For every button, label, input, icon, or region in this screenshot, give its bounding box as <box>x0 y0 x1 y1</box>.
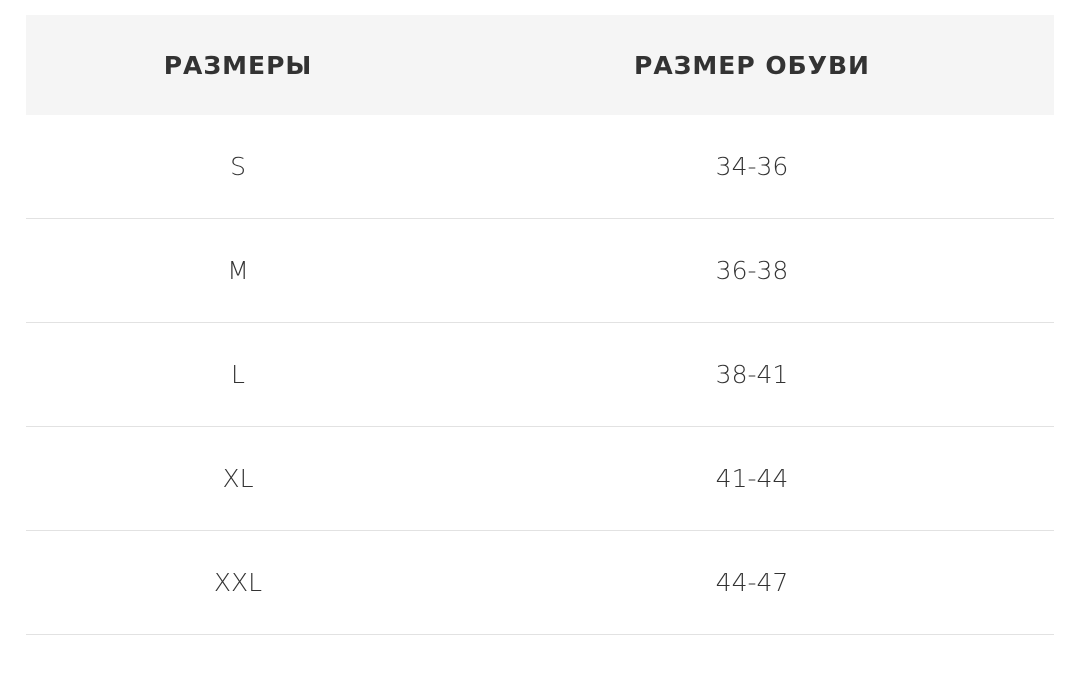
shoe-size-cell: 36-38 <box>450 218 1054 323</box>
shoe-size-cell: 38-41 <box>450 322 1054 427</box>
size-cell: S <box>26 115 450 219</box>
table-row: XXL 44-47 <box>26 530 1054 635</box>
size-table: РАЗМЕРЫ РАЗМЕР ОБУВИ S 34-36 M 36-38 L 38-41 X… <box>26 15 1054 635</box>
size-cell: XXL <box>26 530 450 635</box>
header-sizes: РАЗМЕРЫ <box>26 15 450 115</box>
size-cell: L <box>26 322 450 427</box>
shoe-size-cell: 41-44 <box>450 426 1054 531</box>
table-row: XL 41-44 <box>26 426 1054 531</box>
shoe-size-cell: 44-47 <box>450 530 1054 635</box>
shoe-size-cell: 34-36 <box>450 115 1054 219</box>
table-row: M 36-38 <box>26 218 1054 323</box>
header-shoe-size: РАЗМЕР ОБУВИ <box>450 15 1054 115</box>
header-row: РАЗМЕРЫ РАЗМЕР ОБУВИ <box>26 15 1054 115</box>
table-row: L 38-41 <box>26 322 1054 427</box>
size-cell: XL <box>26 426 450 531</box>
size-cell: M <box>26 218 450 323</box>
table-row: S 34-36 <box>26 115 1054 219</box>
